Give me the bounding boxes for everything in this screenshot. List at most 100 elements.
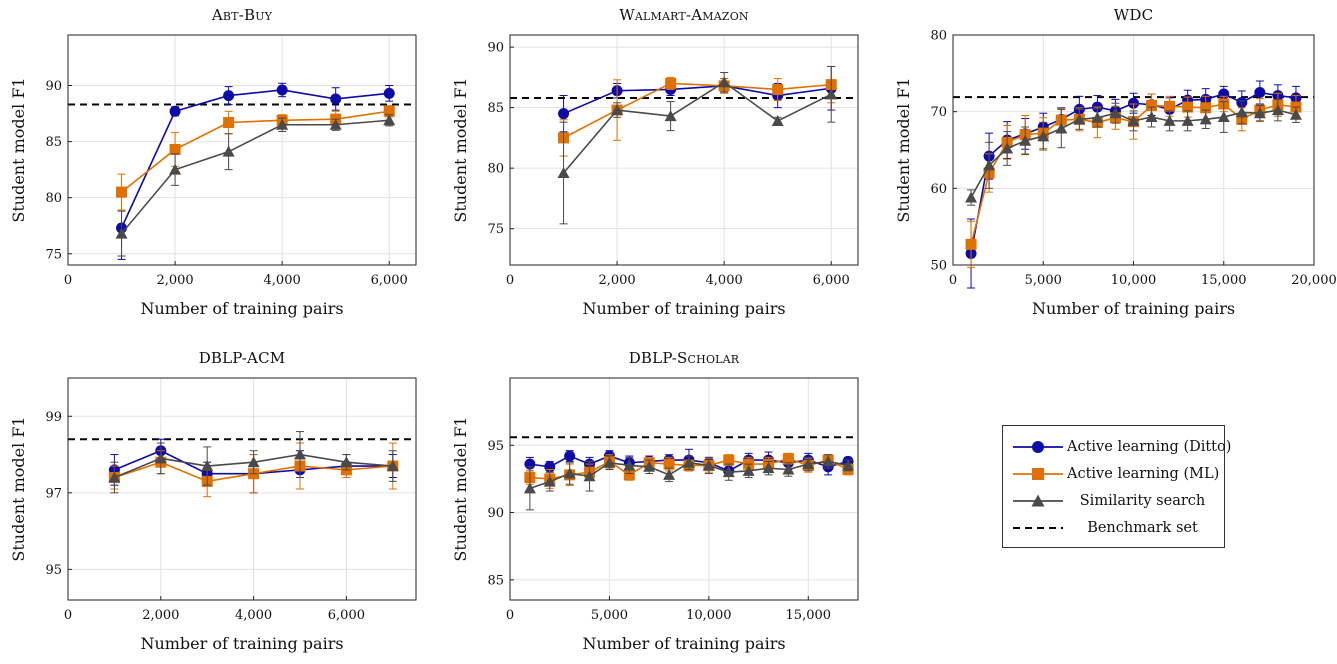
data-point: [223, 90, 235, 102]
chart-title: Abt-Buy: [211, 6, 273, 24]
data-point: [1164, 100, 1176, 112]
data-point: [802, 458, 815, 470]
data-point: [643, 460, 656, 472]
data-point: [116, 186, 128, 198]
chart-wdc: 0 5,000 10,000 15,000 20,000 50 60 70 80 Number o…: [894, 6, 1337, 318]
chart-title: Walmart-Amazon: [619, 6, 749, 24]
x-tick-label: 6,000: [328, 608, 365, 623]
data-point: [383, 87, 395, 99]
chart-dblp-scholar: 0 5,000 10,000 15,000 85 90 95 Number of traini…: [451, 349, 859, 653]
x-tick-label: 2,000: [156, 273, 193, 288]
chart-title: WDC: [1114, 6, 1154, 24]
data-point: [665, 77, 677, 89]
data-point: [1163, 114, 1176, 126]
data-point: [276, 84, 288, 96]
data-point: [154, 452, 167, 464]
y-tick-label: 97: [45, 486, 62, 501]
x-axis-label: Number of training pairs: [582, 299, 785, 318]
data-point: [543, 475, 556, 487]
y-tick-label: 80: [45, 191, 62, 206]
data-point: [1019, 134, 1032, 146]
data-point: [965, 191, 978, 203]
series-similarity-search: [108, 431, 399, 494]
y-tick-label: 95: [45, 563, 62, 578]
y-tick-label: 85: [487, 573, 504, 588]
data-point: [557, 167, 570, 178]
series-similarity-search: [965, 98, 1302, 206]
x-axis-label: Number of training pairs: [1032, 299, 1235, 318]
y-tick-label: 70: [930, 105, 947, 120]
data-point: [702, 459, 715, 471]
data-point: [1128, 97, 1139, 109]
data-point: [558, 108, 570, 120]
x-tick-label: 15,000: [1201, 273, 1247, 288]
series-line: [562, 81, 832, 174]
series-line: [563, 82, 832, 139]
x-tick-label: 10,000: [1111, 273, 1157, 288]
y-tick-label: 75: [45, 247, 62, 262]
data-point: [1037, 130, 1050, 142]
data-point: [294, 448, 306, 460]
data-point: [223, 117, 235, 129]
data-point: [1091, 111, 1104, 123]
data-point: [1217, 111, 1230, 123]
chart-title: DBLP-ACM: [199, 349, 286, 367]
data-point: [340, 456, 353, 468]
data-point: [782, 463, 795, 475]
y-tick-label: 85: [45, 135, 62, 150]
x-tick-label: 4,000: [706, 273, 743, 288]
series-active-learning-ditto: [116, 82, 395, 260]
x-tick-label: 2,000: [142, 608, 179, 623]
y-tick-label: 90: [487, 41, 504, 56]
data-point: [825, 88, 838, 100]
y-axis-label: Student model F1: [451, 77, 470, 222]
data-point: [782, 453, 794, 465]
y-tick-label: 95: [487, 439, 504, 454]
data-point: [722, 466, 735, 478]
data-point: [276, 118, 289, 130]
y-tick-label: 60: [930, 182, 947, 197]
data-point: [1109, 107, 1122, 119]
legend-swatch-benchmark: [1013, 527, 1063, 529]
data-point: [965, 238, 977, 250]
data-point: [822, 455, 835, 467]
data-point: [664, 110, 677, 122]
legend-item-benchmark: Benchmark set: [1003, 517, 1224, 539]
data-point: [842, 459, 855, 471]
y-tick-label: 80: [487, 162, 504, 177]
x-tick-label: 6,000: [371, 273, 408, 288]
x-tick-label: 15,000: [786, 608, 832, 623]
series-similarity-search: [557, 65, 838, 225]
data-point: [1253, 107, 1266, 119]
y-tick-label: 90: [45, 79, 62, 94]
legend-item-ml: Active learning (ML): [1003, 463, 1224, 485]
data-point: [772, 83, 784, 95]
x-tick-label: 4,000: [235, 608, 272, 623]
legend-item-ditto: Active learning (Ditto): [1003, 436, 1231, 458]
legend-label-similarity: Similarity search: [1079, 493, 1206, 509]
y-tick-label: 75: [487, 222, 504, 237]
plot-frame: [67, 34, 417, 266]
data-point: [169, 163, 182, 175]
data-point: [663, 468, 676, 480]
data-point: [201, 460, 214, 472]
legend-swatch-similarity: [1013, 494, 1063, 507]
chart-title: DBLP-Scholar: [629, 349, 740, 367]
data-point: [1254, 87, 1266, 98]
series-active-learning-ml: [558, 65, 837, 157]
data-point: [1200, 102, 1212, 114]
legend: Active learning (Ditto) Active learning …: [1002, 425, 1231, 548]
data-point: [563, 467, 576, 479]
chart-walmart-amazon: 0 2,000 4,000 6,000 75 80 85 90 Number of traini…: [451, 6, 859, 318]
legend-swatch-ml: [1013, 468, 1063, 480]
data-point: [1181, 114, 1194, 126]
data-point: [611, 104, 624, 116]
y-axis-label: Student model F1: [9, 416, 28, 561]
series-line: [120, 89, 390, 229]
series-similarity-search: [115, 114, 396, 257]
x-axis-label: Number of training pairs: [140, 299, 343, 318]
plot-frame: [509, 377, 859, 601]
data-point: [742, 464, 755, 476]
x-tick-label: 20,000: [1291, 273, 1337, 288]
